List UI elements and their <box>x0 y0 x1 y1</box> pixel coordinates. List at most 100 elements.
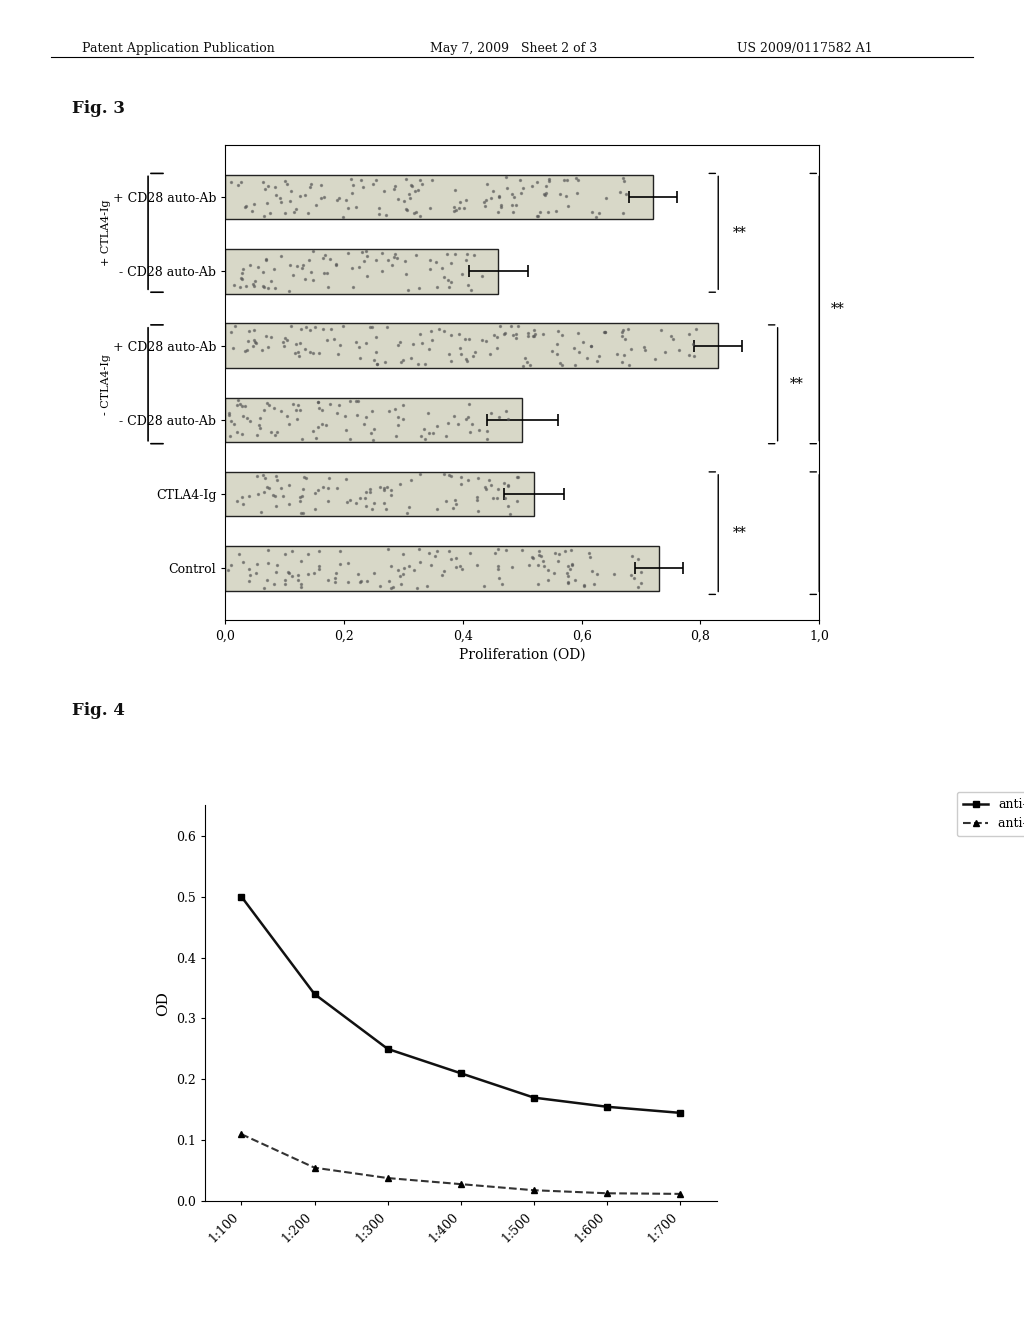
Point <box>400 556 417 577</box>
Text: May 7, 2009   Sheet 2 of 3: May 7, 2009 Sheet 2 of 3 <box>430 42 597 55</box>
Point <box>279 405 295 426</box>
Point <box>412 463 428 484</box>
Point <box>249 466 265 487</box>
Point <box>398 263 415 284</box>
Point <box>452 556 468 577</box>
Point <box>490 558 507 579</box>
Point <box>425 422 441 444</box>
Point <box>242 565 258 586</box>
Point <box>398 169 415 190</box>
Point <box>246 319 262 341</box>
Point <box>387 243 403 264</box>
Point <box>292 333 308 354</box>
Point <box>321 490 337 511</box>
Point <box>409 244 425 265</box>
Point <box>443 466 460 487</box>
Point <box>395 564 412 585</box>
Point <box>498 400 514 421</box>
Y-axis label: OD: OD <box>157 991 170 1015</box>
Point <box>369 249 385 271</box>
Point <box>357 495 374 516</box>
Point <box>260 553 276 574</box>
Point <box>266 177 283 198</box>
Point <box>256 399 272 420</box>
Point <box>500 495 516 516</box>
Point <box>259 176 275 197</box>
Point <box>240 330 256 351</box>
Point <box>564 554 581 576</box>
Point <box>279 174 295 195</box>
Point <box>499 166 515 187</box>
Point <box>504 194 520 215</box>
Point <box>538 185 554 206</box>
Point <box>458 190 474 211</box>
Point <box>420 403 436 424</box>
Point <box>436 561 453 582</box>
Point <box>361 317 378 338</box>
Point <box>386 399 402 420</box>
Point <box>284 541 300 562</box>
Point <box>237 341 253 362</box>
Point <box>531 202 548 223</box>
Point <box>329 403 345 424</box>
Point <box>384 255 400 276</box>
Point <box>265 484 282 506</box>
Point <box>560 572 577 593</box>
Point <box>286 202 302 223</box>
Point <box>250 256 266 277</box>
Point <box>550 550 566 572</box>
Point <box>352 347 369 368</box>
Point <box>579 347 595 368</box>
Point <box>458 249 474 271</box>
Point <box>225 413 242 434</box>
Point <box>476 576 493 597</box>
Point <box>233 424 250 445</box>
Point <box>440 269 457 290</box>
Point <box>505 201 521 222</box>
Bar <box>225 249 499 294</box>
anti-CD28+ <box>527 1090 540 1106</box>
Point <box>256 578 272 599</box>
Point <box>454 558 470 579</box>
Point <box>255 172 271 193</box>
Point <box>231 544 248 565</box>
Point <box>605 564 622 585</box>
Point <box>626 568 642 589</box>
Point <box>246 330 262 351</box>
Point <box>276 335 293 356</box>
Point <box>486 325 503 346</box>
Point <box>307 194 324 215</box>
Point <box>329 478 345 499</box>
Point <box>308 428 325 449</box>
Point <box>521 355 538 376</box>
Point <box>617 183 634 205</box>
Point <box>398 199 415 220</box>
Point <box>339 491 355 512</box>
Point <box>269 421 286 442</box>
Point <box>305 342 322 363</box>
Point <box>358 246 375 267</box>
Point <box>278 203 294 224</box>
Point <box>383 556 399 577</box>
Point <box>389 560 406 581</box>
Point <box>445 201 462 222</box>
Point <box>581 543 597 564</box>
Point <box>568 168 585 189</box>
anti-CD28+ <box>236 888 248 904</box>
Point <box>323 318 339 339</box>
Point <box>223 554 240 576</box>
Point <box>440 413 457 434</box>
Point <box>337 405 353 426</box>
Point <box>429 277 445 298</box>
Bar <box>225 397 522 442</box>
Point <box>458 409 474 430</box>
Point <box>344 182 360 203</box>
Point <box>489 487 506 508</box>
Point <box>300 249 316 271</box>
Point <box>247 271 263 292</box>
Point <box>305 269 322 290</box>
Point <box>383 479 399 500</box>
Point <box>656 342 673 363</box>
Point <box>456 197 472 218</box>
Point <box>477 195 494 216</box>
